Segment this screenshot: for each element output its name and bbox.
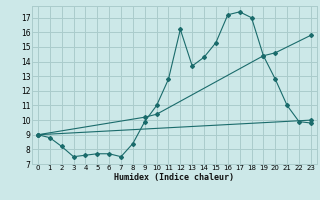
X-axis label: Humidex (Indice chaleur): Humidex (Indice chaleur) <box>115 173 234 182</box>
